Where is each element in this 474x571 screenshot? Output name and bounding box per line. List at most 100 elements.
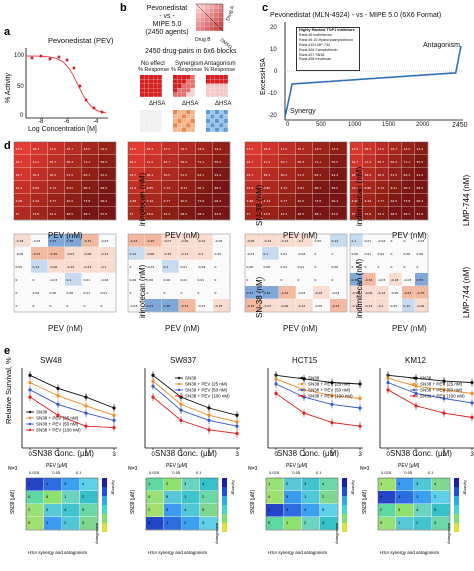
b-matrix-cell [218,8,223,13]
panel-d-letter: d [4,140,11,152]
hsa-cell-value: 1 [304,494,307,499]
hsa-synergy-label: Synergy [111,480,116,495]
d-hsa-cell [145,286,162,299]
d-hsa-cell [99,273,116,286]
hsa-top-label: PEV [μM] [46,463,68,469]
d-hsa-cell [376,247,389,260]
matrix-heatmaps: 13.5 18.3 17.2 15.7 14.5 12.4 19.7 11.2 45.7 56.3… [13,141,429,313]
d-top-cell [162,207,179,220]
hsa-cell-value: 3 [286,507,289,512]
d-hsa-value: -0.07 [264,304,272,308]
d-top-value: 67.6 [101,212,108,216]
d-hsa-value: -0.1 [101,265,107,269]
b-response-cell [214,75,219,80]
d-hsa-cell [162,299,179,312]
d-drug-sn38-bottom: SN-38 (nM) [255,276,264,318]
response-grids [140,75,228,132]
e-curve [29,396,115,429]
e-curve [29,389,115,421]
e-curve [152,385,238,427]
legend-item-1: Rank #5 Indimitecan [299,33,332,38]
d-hsa-value: -0.25 [50,252,58,256]
d-hsa-cell [279,273,296,286]
b-hsa-cell [190,114,195,119]
d-top-cell [296,155,313,168]
d-hsa-cell [350,299,363,312]
d-top-cell [376,181,389,194]
d-hsa-value: -0.06 [281,304,289,308]
d-hsa-value: -0.13 [181,252,189,256]
e-curve [152,374,238,416]
d-hsa-cell [389,234,402,247]
d-top-value: 96.1 [404,186,411,190]
d-top-value: 63.1 [198,173,205,177]
d-hsa-cell [99,247,116,260]
d-top-cell [376,207,389,220]
d-hsa-value: -0.07 [67,252,75,256]
d-hsa-cell [128,234,145,247]
c-xtick-1500: 1500 [382,122,396,128]
d-hsa-value: 0.06 [67,291,74,295]
b-hsa-cell [157,123,162,128]
d-hsa-value: 0.53 [50,239,57,243]
d-top-value: 19.7 [352,160,359,164]
d-hsa-value: -0.18 [315,291,323,295]
d-top-value: 15.7 [391,147,398,151]
b-response-cell [223,75,228,80]
hsa-cell-value: 2 [82,494,85,499]
d-top-value: 48.5 [181,212,188,216]
hsa-cell-value: 1 [28,481,31,486]
hsa-cell [26,504,44,517]
a-xtick-1: -8 [38,119,44,125]
hsa-cell [62,491,80,504]
e-legend-marker [412,382,416,386]
hsa-cell-value: 3 [398,507,401,512]
d-top-cell [162,142,179,155]
d-hsa-value: 0 [332,252,334,256]
d-hsa-cell [350,247,363,260]
d-hsa-cell [376,234,389,247]
d-hsa-cell [65,273,82,286]
d-top-value: 91.2 [332,173,339,177]
d-hsa-cell [279,247,296,260]
hsa-cell-value: 3 [202,520,205,525]
d-hsa-value: 0.06 [332,265,339,269]
d-hsa-value: 0 [404,239,406,243]
d-hsa-value: 0.53 [417,278,424,282]
d-hsa-value: 0 [404,265,406,269]
hsa-cell [396,504,414,517]
d-hsa-cell [82,247,99,260]
b-response-cell [206,92,211,97]
hsa-cell [320,504,338,517]
b-matrix-cell [205,8,210,13]
hsa-cell [182,478,200,491]
hsa-cell-value: 1 [416,494,419,499]
b-response-cell [186,92,191,97]
d-hsa-value: 0 [332,278,334,282]
d-hsa-value: 0.01 [101,291,108,295]
d-drug-indimitecan-top: indimitecan (nM) [355,166,364,226]
d-hsa-value: 0.38 [264,291,271,295]
e-curve [387,382,473,404]
d-hsa-value: 0.12 [404,304,411,308]
d-hsa-cell [350,286,363,299]
d-hsa-cell [389,299,402,312]
c-xtick-2000: 2000 [416,122,430,128]
d-top-cell [389,142,402,155]
hsa-left-label: SN38 [μM] [10,490,16,514]
d-hsa-border [127,233,231,313]
hsa-cell [414,478,432,491]
e-curve [387,374,473,383]
d-hsa-cell [179,234,196,247]
d-hsa-value: 0 [365,265,367,269]
d-top-value: 6.85 [147,186,154,190]
d-top-cell [245,207,262,220]
d-hsa-cell [65,260,82,273]
d-top-value: 63.1 [84,173,91,177]
d-hsa-cell [196,234,213,247]
d-top-cell [376,155,389,168]
hsa-cell [62,478,80,491]
d-hsa-cell [296,299,313,312]
b-hsa-cell [186,110,191,115]
d-hsa-value: -0.04 [198,265,206,269]
